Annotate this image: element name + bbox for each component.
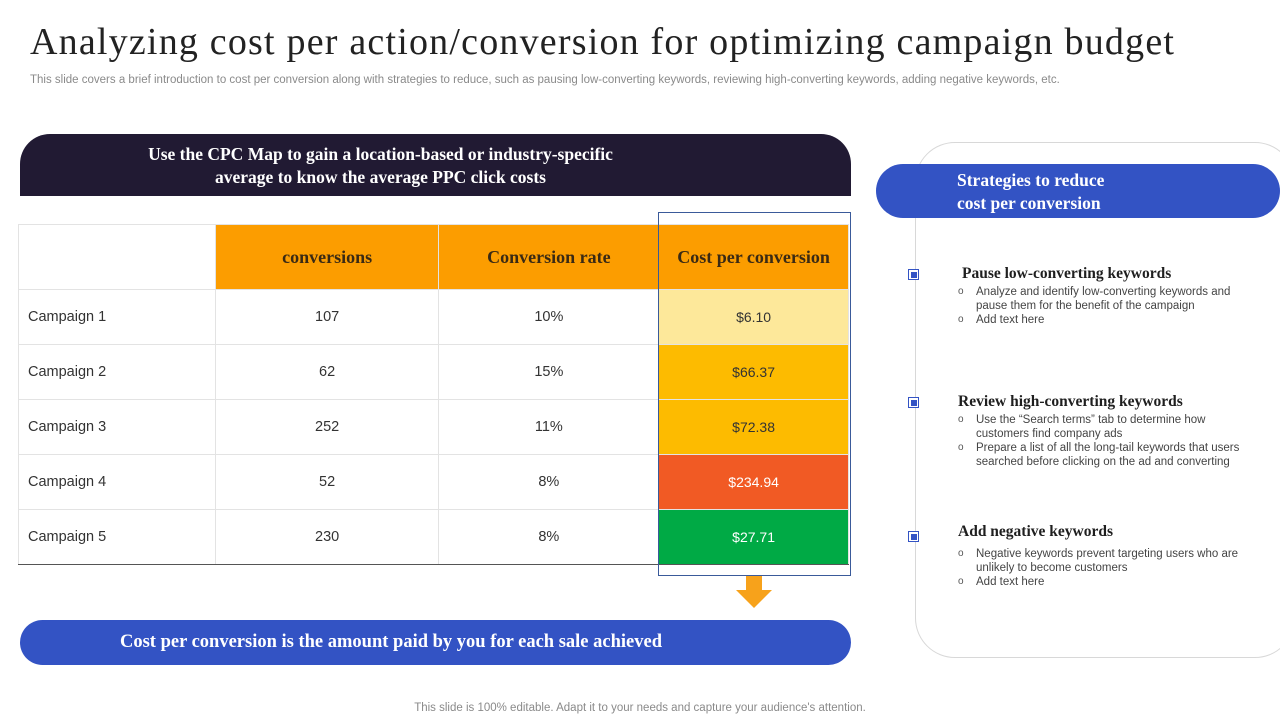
- strategy-bullet: Add text here: [908, 575, 1248, 589]
- campaign-name-cell: Campaign 3: [18, 399, 216, 455]
- table-header-conversions: conversions: [214, 224, 440, 290]
- conversions-cell: 52: [214, 454, 440, 510]
- table-row: Campaign 3 252 11% $72.38: [18, 399, 849, 455]
- cost-per-conversion-cell: $234.94: [658, 454, 849, 510]
- table-header-conversion-rate: Conversion rate: [438, 224, 660, 290]
- strategies-panel-header: Strategies to reduce cost per conversion: [876, 164, 1280, 218]
- strategy-pause-low-converting: Pause low-converting keywords Analyze an…: [908, 265, 1248, 327]
- strategy-bullet: Prepare a list of all the long-tail keyw…: [908, 441, 1248, 469]
- strategy-add-negative-keywords: Add negative keywords Negative keywords …: [908, 523, 1248, 589]
- table-header-blank: [18, 224, 216, 290]
- conversions-cell: 252: [214, 399, 440, 455]
- cost-per-conversion-cell: $27.71: [658, 509, 849, 565]
- table-row: Campaign 2 62 15% $66.37: [18, 344, 849, 400]
- square-bullet-icon: [908, 397, 919, 408]
- down-arrow-icon: [736, 576, 772, 608]
- strategy-bullet: Add text here: [908, 313, 1248, 327]
- table-header-row: conversions Conversion rate Cost per con…: [18, 224, 849, 290]
- conversions-cell: 62: [214, 344, 440, 400]
- definition-banner: Cost per conversion is the amount paid b…: [20, 620, 851, 665]
- table-row: Campaign 5 230 8% $27.71: [18, 509, 849, 565]
- page-subtitle: This slide covers a brief introduction t…: [30, 74, 1060, 86]
- conversion-rate-cell: 8%: [438, 454, 660, 510]
- cpc-map-banner-line1: Use the CPC Map to gain a location-based…: [148, 144, 613, 164]
- campaign-name-cell: Campaign 5: [18, 509, 216, 565]
- page-title: Analyzing cost per action/conversion for…: [30, 21, 1176, 63]
- table-row: Campaign 4 52 8% $234.94: [18, 454, 849, 510]
- conversions-cell: 107: [214, 289, 440, 345]
- cost-per-conversion-cell: $72.38: [658, 399, 849, 455]
- footer-note: This slide is 100% editable. Adapt it to…: [414, 702, 866, 714]
- campaign-name-cell: Campaign 1: [18, 289, 216, 345]
- cost-per-conversion-cell: $66.37: [658, 344, 849, 400]
- strategy-bullet: Use the “Search terms” tab to determine …: [908, 413, 1248, 441]
- cost-per-conversion-cell: $6.10: [658, 289, 849, 345]
- campaign-name-cell: Campaign 2: [18, 344, 216, 400]
- strategy-bullet: Analyze and identify low-converting keyw…: [908, 285, 1248, 313]
- conversions-cell: 230: [214, 509, 440, 565]
- table-header-cost-per-conversion: Cost per conversion: [658, 224, 849, 290]
- conversion-rate-cell: 15%: [438, 344, 660, 400]
- campaign-name-cell: Campaign 4: [18, 454, 216, 510]
- strategy-title: Pause low-converting keywords: [962, 265, 1172, 282]
- strategy-review-high-converting: Review high-converting keywords Use the …: [908, 393, 1248, 469]
- strategy-bullet: Negative keywords prevent targeting user…: [908, 547, 1248, 575]
- strategy-title: Review high-converting keywords: [958, 393, 1183, 410]
- square-bullet-icon: [908, 531, 919, 542]
- strategies-header-line1: Strategies to reduce: [957, 170, 1105, 190]
- square-bullet-icon: [908, 269, 919, 280]
- conversion-rate-cell: 8%: [438, 509, 660, 565]
- strategy-title: Add negative keywords: [958, 523, 1114, 540]
- conversion-rate-cell: 10%: [438, 289, 660, 345]
- cpc-map-banner: Use the CPC Map to gain a location-based…: [20, 134, 851, 196]
- strategies-header-line2: cost per conversion: [957, 193, 1101, 213]
- cpc-map-banner-line2: average to know the average PPC click co…: [215, 167, 546, 187]
- campaign-table: conversions Conversion rate Cost per con…: [18, 224, 849, 565]
- table-row: Campaign 1 107 10% $6.10: [18, 289, 849, 345]
- conversion-rate-cell: 11%: [438, 399, 660, 455]
